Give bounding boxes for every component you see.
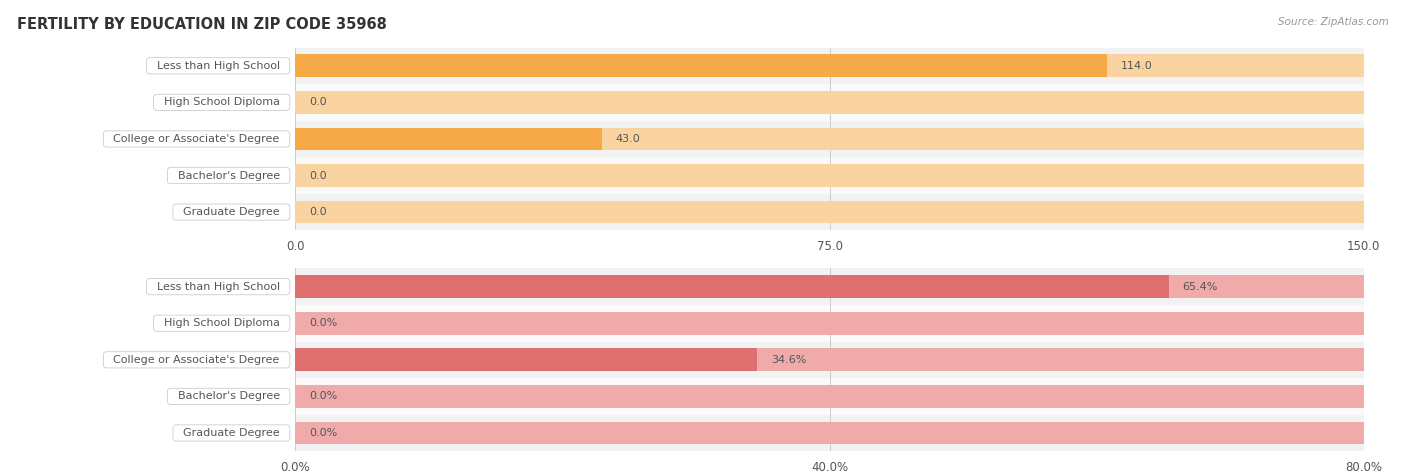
Bar (295, 84, 1364, 121)
Text: Source: ZipAtlas.com: Source: ZipAtlas.com (1278, 17, 1389, 27)
Text: 0.0: 0.0 (309, 171, 326, 180)
Text: Graduate Degree: Graduate Degree (176, 428, 287, 438)
Text: College or Associate's Degree: College or Associate's Degree (107, 134, 287, 144)
Text: Bachelor's Degree: Bachelor's Degree (170, 171, 287, 180)
Bar (295, 55, 1364, 77)
Bar (295, 121, 1364, 157)
Text: Less than High School: Less than High School (149, 282, 287, 292)
Bar (295, 415, 1364, 451)
Text: Less than High School: Less than High School (149, 61, 287, 71)
Text: Graduate Degree: Graduate Degree (176, 207, 287, 217)
Bar (295, 128, 1364, 150)
Bar (295, 378, 1364, 415)
Bar (295, 312, 1364, 334)
Bar (295, 349, 758, 371)
Text: College or Associate's Degree: College or Associate's Degree (107, 355, 287, 365)
Bar (295, 276, 1364, 298)
Text: Bachelor's Degree: Bachelor's Degree (170, 391, 287, 401)
Bar (295, 128, 602, 150)
Bar (295, 55, 1108, 77)
Bar (295, 164, 1364, 187)
Bar (295, 342, 1364, 378)
Bar (295, 422, 1364, 444)
Text: 0.0: 0.0 (309, 207, 326, 217)
Bar (295, 201, 1364, 223)
Text: 65.4%: 65.4% (1182, 282, 1218, 292)
Text: 43.0: 43.0 (616, 134, 640, 144)
Bar (295, 349, 1364, 371)
Text: 0.0%: 0.0% (309, 318, 337, 328)
Text: High School Diploma: High School Diploma (156, 97, 287, 107)
Bar (295, 276, 1168, 298)
Bar (295, 268, 1364, 305)
Bar (295, 305, 1364, 342)
Bar (295, 48, 1364, 84)
Text: FERTILITY BY EDUCATION IN ZIP CODE 35968: FERTILITY BY EDUCATION IN ZIP CODE 35968 (17, 17, 387, 32)
Bar (295, 157, 1364, 194)
Text: High School Diploma: High School Diploma (156, 318, 287, 328)
Bar (295, 385, 1364, 408)
Text: 114.0: 114.0 (1121, 61, 1153, 71)
Bar (295, 91, 1364, 114)
Text: 0.0: 0.0 (309, 97, 326, 107)
Text: 34.6%: 34.6% (772, 355, 807, 365)
Bar (295, 194, 1364, 230)
Text: 0.0%: 0.0% (309, 428, 337, 438)
Text: 0.0%: 0.0% (309, 391, 337, 401)
